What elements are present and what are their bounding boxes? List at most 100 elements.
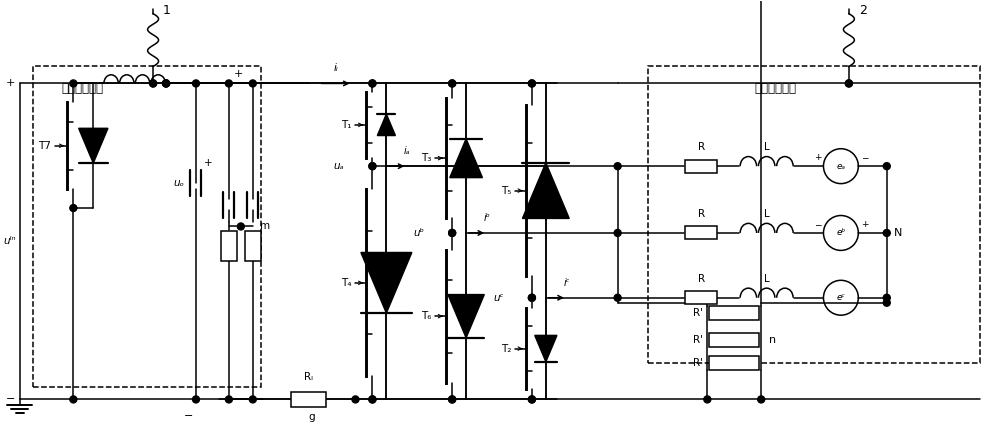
Text: uᴵⁿ: uᴵⁿ <box>3 237 16 247</box>
Bar <box>709 332 759 346</box>
Circle shape <box>369 396 376 403</box>
Circle shape <box>369 80 376 87</box>
Text: 1: 1 <box>163 4 171 17</box>
Text: L: L <box>764 142 770 152</box>
Circle shape <box>225 396 232 403</box>
Circle shape <box>704 396 711 403</box>
Polygon shape <box>535 336 557 362</box>
Circle shape <box>528 80 535 87</box>
Circle shape <box>528 294 535 301</box>
Bar <box>709 356 759 370</box>
Text: 降压式变换器: 降压式变换器 <box>61 82 103 95</box>
Circle shape <box>163 80 170 87</box>
Circle shape <box>614 294 621 301</box>
Text: T7: T7 <box>39 141 51 151</box>
Text: uᶜ: uᶜ <box>493 293 504 303</box>
Circle shape <box>883 299 890 306</box>
Text: +: + <box>234 70 244 79</box>
Circle shape <box>449 230 456 237</box>
Text: L: L <box>764 274 770 284</box>
Polygon shape <box>450 139 482 178</box>
Circle shape <box>249 80 256 87</box>
Circle shape <box>192 80 199 87</box>
Text: T₁: T₁ <box>341 120 351 130</box>
Circle shape <box>449 80 456 87</box>
Circle shape <box>883 230 890 237</box>
Circle shape <box>528 396 535 403</box>
Text: L: L <box>764 209 770 219</box>
Circle shape <box>528 396 535 403</box>
Bar <box>245 231 261 261</box>
Text: T₅: T₅ <box>501 186 511 196</box>
Circle shape <box>614 162 621 170</box>
Bar <box>685 226 717 240</box>
Circle shape <box>352 396 359 403</box>
Circle shape <box>369 162 376 170</box>
Circle shape <box>70 396 77 403</box>
Text: 2: 2 <box>859 4 867 17</box>
Text: m: m <box>260 222 270 231</box>
Circle shape <box>449 396 456 403</box>
Text: −: − <box>184 411 194 421</box>
Circle shape <box>883 162 890 170</box>
Circle shape <box>369 162 376 170</box>
Text: R: R <box>698 142 705 152</box>
Text: R': R' <box>693 357 703 367</box>
Circle shape <box>192 396 199 403</box>
Text: −: − <box>814 220 821 229</box>
Bar <box>685 291 717 304</box>
Polygon shape <box>377 114 395 135</box>
Polygon shape <box>361 252 412 313</box>
Text: uᵇ: uᵇ <box>413 228 424 238</box>
Text: R: R <box>698 274 705 284</box>
Polygon shape <box>522 163 569 219</box>
Circle shape <box>449 396 456 403</box>
Text: T₆: T₆ <box>421 311 431 321</box>
Circle shape <box>237 223 244 230</box>
Text: R': R' <box>693 335 703 345</box>
Text: uₐ: uₐ <box>334 161 344 171</box>
Text: −: − <box>861 153 868 162</box>
Circle shape <box>614 230 621 237</box>
Text: iₐ: iₐ <box>404 146 411 156</box>
Bar <box>221 231 237 261</box>
Text: Rₗ: Rₗ <box>304 372 313 382</box>
Text: n: n <box>769 335 776 345</box>
Bar <box>685 160 717 173</box>
Text: T₂: T₂ <box>501 343 511 353</box>
Circle shape <box>225 80 232 87</box>
Text: +: + <box>861 220 868 229</box>
Text: uₒ: uₒ <box>173 178 184 188</box>
Circle shape <box>163 80 170 87</box>
Text: iᶜ: iᶜ <box>564 278 570 288</box>
Circle shape <box>150 80 157 87</box>
Text: iᵇ: iᵇ <box>484 213 490 223</box>
Circle shape <box>528 294 535 301</box>
Text: 无刷直流电机: 无刷直流电机 <box>754 82 796 95</box>
Circle shape <box>845 80 852 87</box>
Text: −: − <box>6 395 16 404</box>
Circle shape <box>758 396 765 403</box>
Circle shape <box>845 80 852 87</box>
Text: R': R' <box>693 308 703 318</box>
Circle shape <box>528 80 535 87</box>
Bar <box>291 392 326 407</box>
Circle shape <box>369 396 376 403</box>
Text: +: + <box>6 78 16 88</box>
Text: R: R <box>698 209 705 219</box>
Polygon shape <box>79 128 108 163</box>
Circle shape <box>249 396 256 403</box>
Text: iₗ: iₗ <box>333 64 338 74</box>
Circle shape <box>369 80 376 87</box>
Polygon shape <box>448 294 484 338</box>
Text: +: + <box>814 153 821 162</box>
Circle shape <box>449 80 456 87</box>
Text: eᵇ: eᵇ <box>836 229 846 237</box>
Text: g: g <box>308 413 315 422</box>
Circle shape <box>70 80 77 87</box>
Circle shape <box>163 80 170 87</box>
Circle shape <box>449 230 456 237</box>
Text: eₐ: eₐ <box>836 162 845 171</box>
Text: T₃: T₃ <box>421 153 431 163</box>
Text: T₄: T₄ <box>341 278 351 288</box>
